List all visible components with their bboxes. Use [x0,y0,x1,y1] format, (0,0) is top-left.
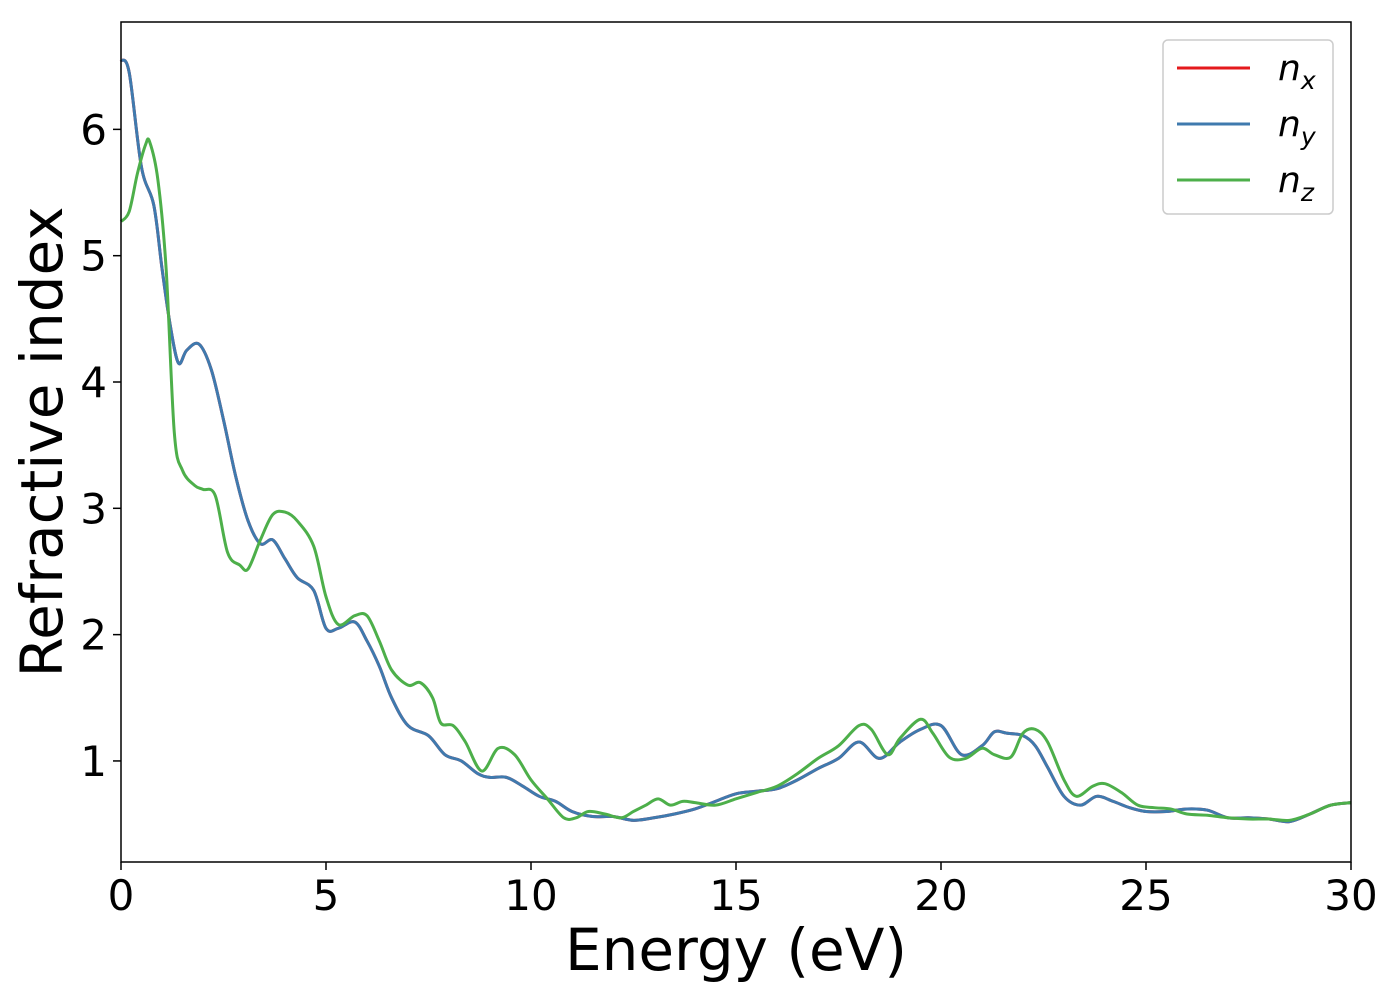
legend-label-subscript: z [1300,178,1315,207]
plot-background [121,22,1351,862]
y-tick-label: 2 [80,611,107,660]
y-tick-label: 6 [80,105,107,154]
x-axis-label: Energy (eV) [565,916,907,984]
series-line-y [119,58,1352,824]
y-axis-label: Refractive index [8,206,76,677]
legend-label-subscript: x [1300,66,1316,95]
y-tick-label: 3 [80,484,107,533]
x-tick-label: 25 [1119,871,1172,920]
y-tick-label: 5 [80,232,107,281]
x-tick-label: 0 [108,871,135,920]
y-tick-label: 1 [80,737,107,786]
y-tick-label: 4 [80,358,107,407]
y-axis-ticks: 1 2 3 4 5 6 [80,105,121,786]
x-tick-label: 10 [504,871,557,920]
x-tick-label: 5 [313,871,340,920]
series-line-z [119,137,1352,823]
x-tick-label: 15 [709,871,762,920]
x-tick-label: 30 [1324,871,1377,920]
x-axis-ticks: 0 5 10 15 20 25 30 [108,862,1378,920]
series-layer [119,58,1352,824]
legend-box [1162,39,1334,215]
legend-label-subscript: y [1300,122,1317,151]
x-tick-label: 20 [914,871,967,920]
